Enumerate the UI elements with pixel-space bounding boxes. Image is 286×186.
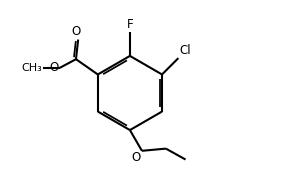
Text: O: O	[50, 61, 59, 74]
Text: O: O	[72, 25, 81, 39]
Text: Cl: Cl	[179, 44, 191, 57]
Text: O: O	[131, 151, 140, 164]
Text: F: F	[127, 18, 133, 31]
Text: CH₃: CH₃	[22, 63, 42, 73]
